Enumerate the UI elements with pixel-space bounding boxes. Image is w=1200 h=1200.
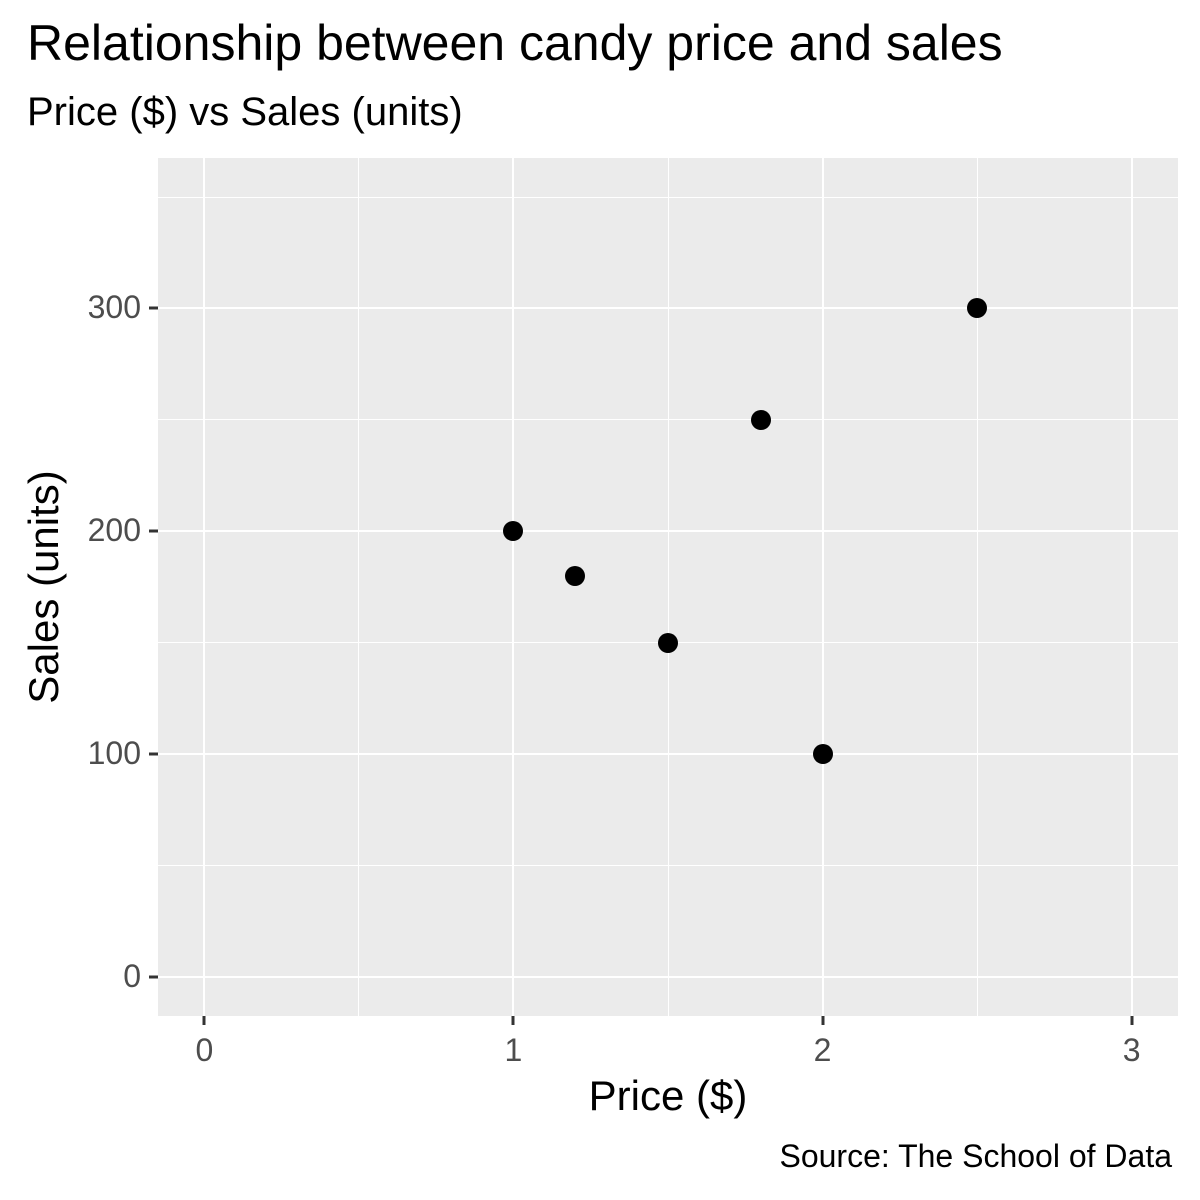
major-gridline-y <box>158 976 1178 978</box>
y-tick-label: 100 <box>87 734 141 771</box>
major-gridline-y <box>158 307 1178 310</box>
data-point <box>658 632 678 653</box>
chart-subtitle: Price ($) vs Sales (units) <box>27 90 463 134</box>
data-point <box>967 298 988 319</box>
data-point <box>812 744 833 765</box>
major-gridline-x <box>821 158 824 1016</box>
y-tick-label: 0 <box>123 957 141 994</box>
y-tick-mark <box>149 306 158 310</box>
data-point <box>750 409 771 430</box>
y-tick-label: 200 <box>87 512 141 549</box>
x-tick-label: 1 <box>504 1032 523 1068</box>
major-gridline-y <box>158 530 1178 533</box>
x-tick-mark <box>202 1016 206 1025</box>
minor-gridline-x <box>667 158 669 1016</box>
chart-caption: Source: The School of Data <box>779 1138 1172 1174</box>
major-gridline-x <box>512 158 515 1016</box>
data-point <box>565 565 586 586</box>
y-tick-mark <box>149 529 158 533</box>
x-tick-label: 3 <box>1122 1032 1141 1068</box>
y-tick-mark <box>149 752 158 756</box>
data-point <box>503 521 524 542</box>
minor-gridline-x <box>358 158 360 1016</box>
x-tick-mark <box>821 1016 825 1025</box>
minor-gridline-y <box>158 865 1178 867</box>
x-axis-title: Price ($) <box>588 1072 748 1119</box>
x-tick-mark <box>511 1016 515 1025</box>
y-axis: 0 100 200 300 <box>0 158 158 1016</box>
y-tick-mark <box>149 975 158 979</box>
minor-gridline-y <box>158 196 1178 198</box>
x-axis: 0 1 2 3 <box>158 1016 1178 1086</box>
chart-title: Relationship between candy price and sal… <box>27 15 1003 71</box>
x-tick-mark <box>1130 1016 1134 1025</box>
major-gridline-x <box>203 158 206 1016</box>
minor-gridline-y <box>158 419 1178 421</box>
y-tick-label: 300 <box>87 289 141 326</box>
x-tick-label: 2 <box>813 1032 832 1068</box>
major-gridline-x <box>1130 158 1133 1016</box>
x-tick-label: 0 <box>195 1032 214 1068</box>
major-gridline-y <box>158 753 1178 756</box>
y-axis-title: Sales (units) <box>20 470 67 704</box>
minor-gridline-x <box>976 158 978 1016</box>
plot-panel <box>158 158 1178 1016</box>
